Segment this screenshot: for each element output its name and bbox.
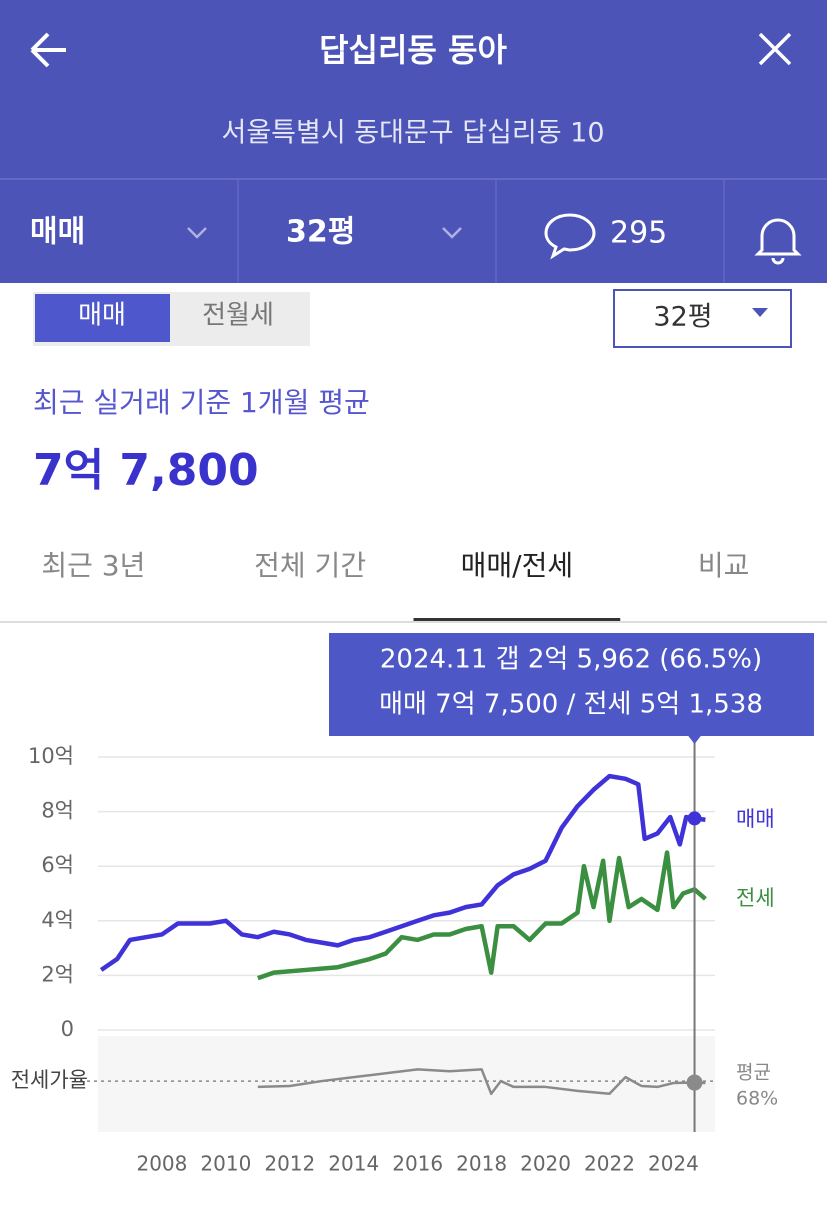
size-dropdown-label: 32평 [653,302,712,333]
chevron [442,227,462,239]
comment-count: 295 [610,216,667,251]
y-tick-label: 10억 [28,744,74,768]
series-label: 전세 [736,886,775,910]
y-tick-label: 6억 [41,853,74,877]
bell-icon[interactable] [754,218,802,265]
x-tick-label: 2024 [648,1152,699,1176]
x-tick-label: 2018 [456,1152,507,1176]
close-button[interactable] [758,32,792,66]
series-line [257,850,707,981]
ratio-line [257,1068,706,1096]
tab[interactable]: 매매/전세 [461,549,573,582]
header-bg [0,0,827,283]
size-select[interactable]: 32평 [286,215,355,250]
dropdown-arrow [752,308,768,317]
x-tick-label: 2022 [584,1152,635,1176]
header-title: 답십리동 동아 [319,31,507,69]
x-tick-label: 2014 [328,1152,379,1176]
tab[interactable]: 비교 [698,549,750,582]
y-tick-label: 0 [61,1017,74,1041]
tooltip-box [329,633,814,736]
summary-price: 7억 7,800 [33,445,259,496]
y-tick-label: 8억 [41,799,74,823]
x-tick-label: 2012 [264,1152,315,1176]
tooltip-text: 2024.11 갭 2억 5,962 (66.5%) [380,645,762,675]
address: 서울특별시 동대문구 답십리동 10 [221,118,604,149]
back-button[interactable] [30,32,66,68]
ratio-label: 전세가율 [11,1068,88,1092]
ratio-panel [98,1036,715,1132]
tooltip-text: 매매 7억 7,500 / 전세 5억 1,538 [379,690,763,720]
x-tick-label: 2016 [392,1152,443,1176]
deal-select[interactable]: 매매 [30,215,85,250]
toggle-option[interactable]: 매매 [78,301,126,331]
toggle-active [35,294,170,342]
series-line [99,773,706,972]
x-tick-label: 2020 [520,1152,571,1176]
y-tick-label: 2억 [41,962,74,986]
highlight-dot [687,811,702,826]
comment-icon[interactable] [544,213,596,260]
toggle-option[interactable]: 전월세 [202,301,274,331]
tab-indicator [413,618,621,621]
average-value: 68% [736,1088,778,1110]
chevron [187,227,207,239]
summary-caption: 최근 실거래 기준 1개월 평균 [33,386,370,419]
y-tick-label: 4억 [41,908,74,932]
series-label: 매매 [736,807,775,831]
x-tick-label: 2008 [136,1152,187,1176]
size-dropdown[interactable] [613,289,792,348]
highlight-dot [686,1074,703,1091]
average-label: 평균 [736,1062,771,1084]
tooltip-pointer [687,735,702,744]
tab[interactable]: 최근 3년 [41,549,145,582]
x-tick-label: 2010 [200,1152,251,1176]
tab[interactable]: 전체 기간 [254,549,366,582]
